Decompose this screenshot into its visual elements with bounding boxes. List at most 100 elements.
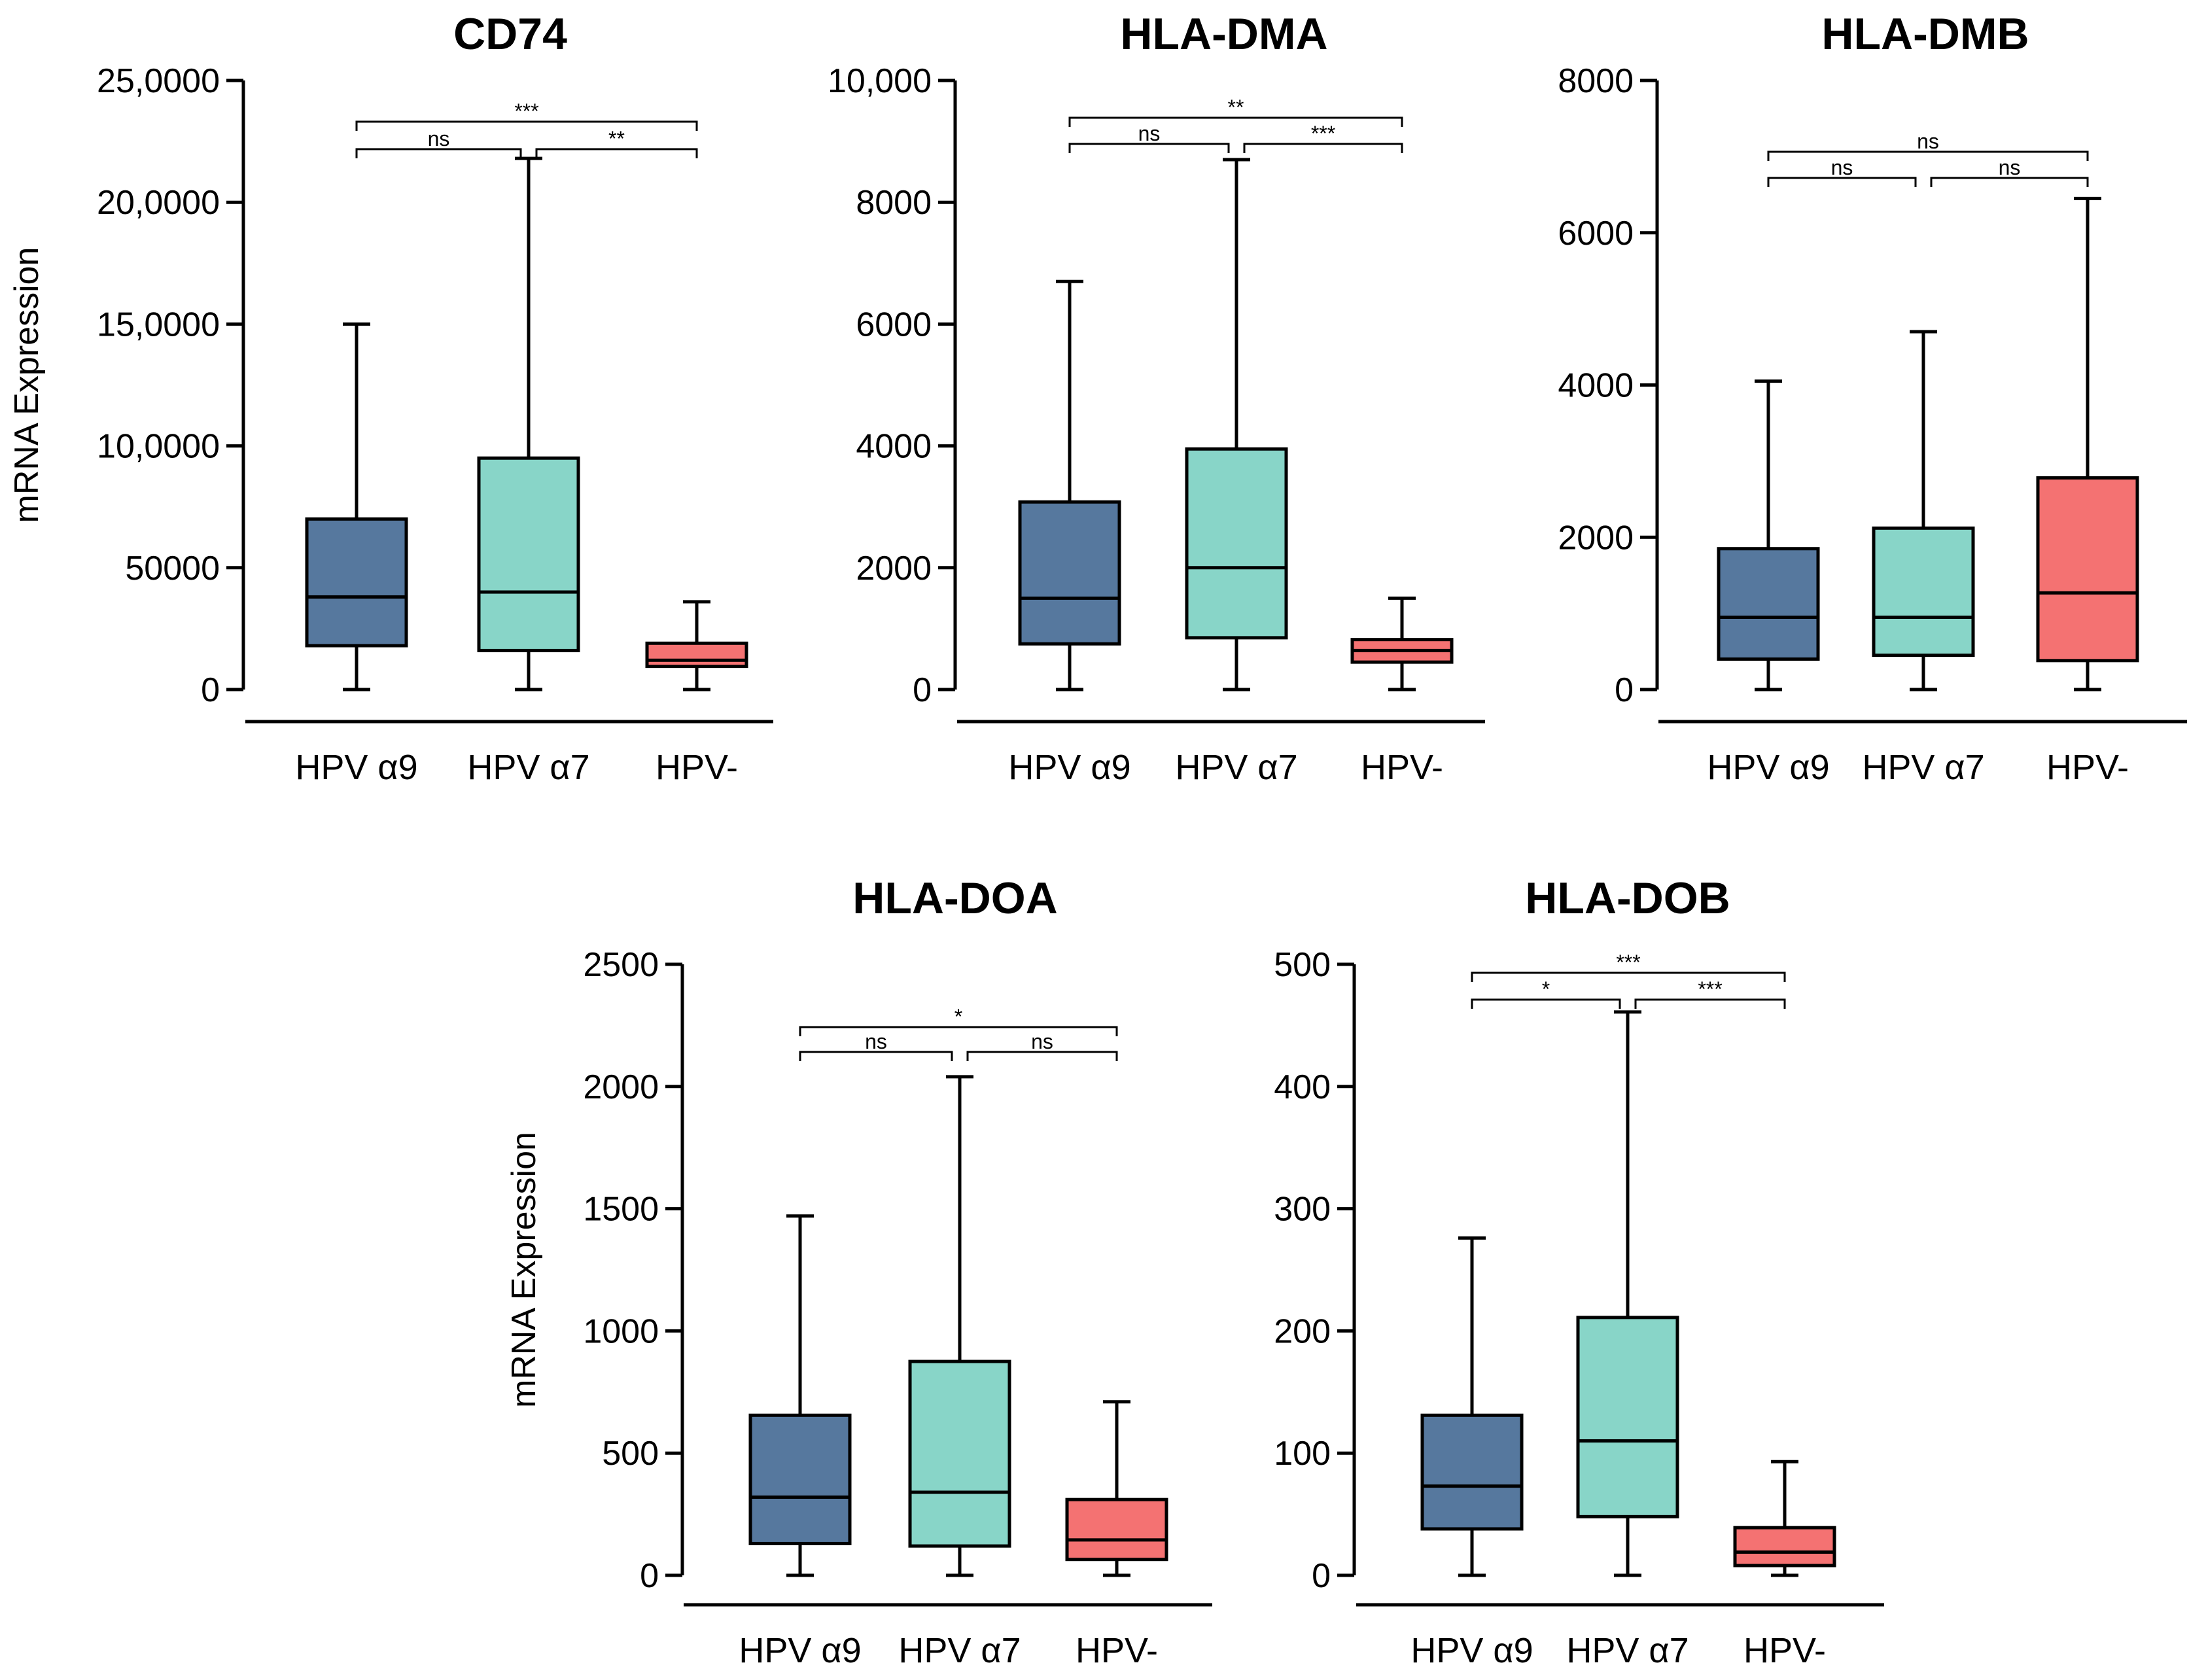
significance-bracket: ns [1068, 122, 1230, 153]
bracket-line [1471, 971, 1786, 982]
y-tick-label: 0 [913, 671, 932, 709]
iqr-box [1717, 547, 1820, 661]
significance-bracket: ns [1767, 130, 2089, 161]
significance-bracket: ns [966, 1030, 1118, 1061]
x-category-label: HPV α9 [1008, 748, 1130, 787]
y-tick-label: 2000 [856, 550, 932, 587]
x-category-label: HPV- [2046, 748, 2129, 787]
y-tick-label: 20,0000 [97, 184, 220, 222]
box-hpv-9 [1018, 279, 1121, 691]
box-hpv [1350, 596, 1454, 691]
y-tick-label: 6000 [856, 306, 932, 343]
panel-hla-dob: HLA-DOB 0 100 200 300 400 500 HPV α9 HPV α7 HPV- *… [1274, 873, 1884, 1670]
iqr-box [748, 1413, 852, 1545]
y-tick-label: 0 [1615, 671, 1634, 709]
significance-bracket: ** [1068, 96, 1403, 127]
box-hpv [1065, 1400, 1168, 1577]
box-hpv-7 [1576, 1010, 1679, 1577]
bracket-line [1243, 143, 1403, 153]
bracket-line [799, 1051, 953, 1061]
bracket-line [535, 148, 698, 158]
y-tick-label: 500 [602, 1435, 659, 1473]
iqr-box [1018, 500, 1121, 646]
significance-bracket: *** [1634, 977, 1786, 1009]
y-tick-label: 1500 [583, 1191, 659, 1229]
iqr-box [908, 1359, 1011, 1548]
significance-label: ns [1031, 1030, 1053, 1053]
iqr-box [645, 641, 748, 669]
bracket-line [1068, 143, 1230, 153]
bracket-line [355, 120, 698, 131]
y-tick-label: 25,0000 [97, 62, 220, 100]
bracket-line [355, 148, 522, 158]
bracket-line [799, 1026, 1118, 1036]
y-tick-label: 0 [1312, 1557, 1331, 1595]
x-category-label: HPV α7 [1862, 748, 1984, 787]
x-category-label: HPV α7 [1566, 1631, 1689, 1670]
significance-bracket: ns [1767, 156, 1917, 187]
y-tick-label: 8000 [856, 184, 932, 222]
panel-title: HLA-DMB [1821, 9, 2029, 59]
significance-bracket: ** [535, 127, 698, 158]
significance-bracket: *** [1471, 951, 1786, 982]
significance-label: ns [865, 1030, 887, 1053]
x-category-label: HPV- [1361, 748, 1443, 787]
box-hpv-7 [1872, 330, 1975, 691]
panel-hla-dma: HLA-DMA 0 2000 4000 6000 8000 10,000 HPV α9 HPV … [828, 9, 1485, 787]
x-category-label: HPV α7 [1175, 748, 1297, 787]
x-category-label: HPV α7 [467, 748, 589, 787]
bracket-line [1767, 150, 2089, 161]
bracket-line [1471, 998, 1621, 1009]
iqr-box [1576, 1316, 1679, 1518]
box-hpv-9 [1717, 379, 1820, 691]
bracket-line [966, 1051, 1118, 1061]
significance-label: *** [1311, 122, 1335, 145]
significance-label: * [954, 1005, 962, 1028]
box-hpv [645, 600, 748, 691]
box-hpv-9 [305, 322, 408, 691]
significance-label: * [1542, 977, 1550, 1001]
x-category-label: HPV α9 [295, 748, 417, 787]
significance-label: ns [1831, 156, 1853, 179]
y-tick-label: 2000 [1558, 519, 1634, 557]
iqr-box [2036, 476, 2139, 663]
box-hpv [1733, 1460, 1836, 1577]
significance-label: *** [1698, 977, 1722, 1001]
significance-label: *** [1616, 951, 1640, 974]
bracket-line [1068, 116, 1403, 127]
x-category-label: HPV- [656, 748, 738, 787]
box-hpv-9 [748, 1214, 852, 1577]
significance-bracket: *** [1243, 122, 1403, 153]
iqr-box [477, 456, 580, 652]
y-tick-label: 200 [1274, 1312, 1331, 1350]
significance-label: ns [1917, 130, 1939, 153]
box-hpv-7 [477, 156, 580, 691]
y-tick-label: 2500 [583, 946, 659, 984]
iqr-box [1733, 1526, 1836, 1567]
panel-title: CD74 [453, 9, 567, 59]
x-category-label: HPV α7 [898, 1631, 1021, 1670]
y-tick-label: 1000 [583, 1312, 659, 1350]
significance-label: ns [1999, 156, 2021, 179]
panel-cd74: CD74 mRNA Expression 0 50000 10,0000 15,0000 2… [8, 9, 773, 787]
iqr-box [1185, 447, 1288, 640]
y-tick-label: 0 [201, 671, 220, 709]
significance-bracket: * [799, 1005, 1118, 1036]
y-axis-label: mRNA Expression [505, 1132, 543, 1408]
box-hpv-9 [1420, 1236, 1524, 1577]
y-tick-label: 500 [1274, 946, 1331, 984]
panel-hla-dmb: HLA-DMB 0 2000 4000 6000 8000 HPV α9 HPV α7 HPV-… [1558, 9, 2187, 787]
y-axis-label: mRNA Expression [8, 247, 46, 523]
significance-label: ** [608, 127, 625, 150]
y-tick-label: 8000 [1558, 62, 1634, 100]
box-hpv [2036, 196, 2139, 691]
significance-label: ns [1138, 122, 1161, 145]
x-category-label: HPV α9 [739, 1631, 861, 1670]
bracket-line [1930, 177, 2089, 187]
box-hpv-7 [1185, 158, 1288, 691]
y-tick-label: 400 [1274, 1068, 1331, 1106]
significance-bracket: *** [355, 99, 698, 131]
y-tick-label: 10,000 [828, 62, 932, 100]
significance-label: *** [514, 99, 538, 123]
